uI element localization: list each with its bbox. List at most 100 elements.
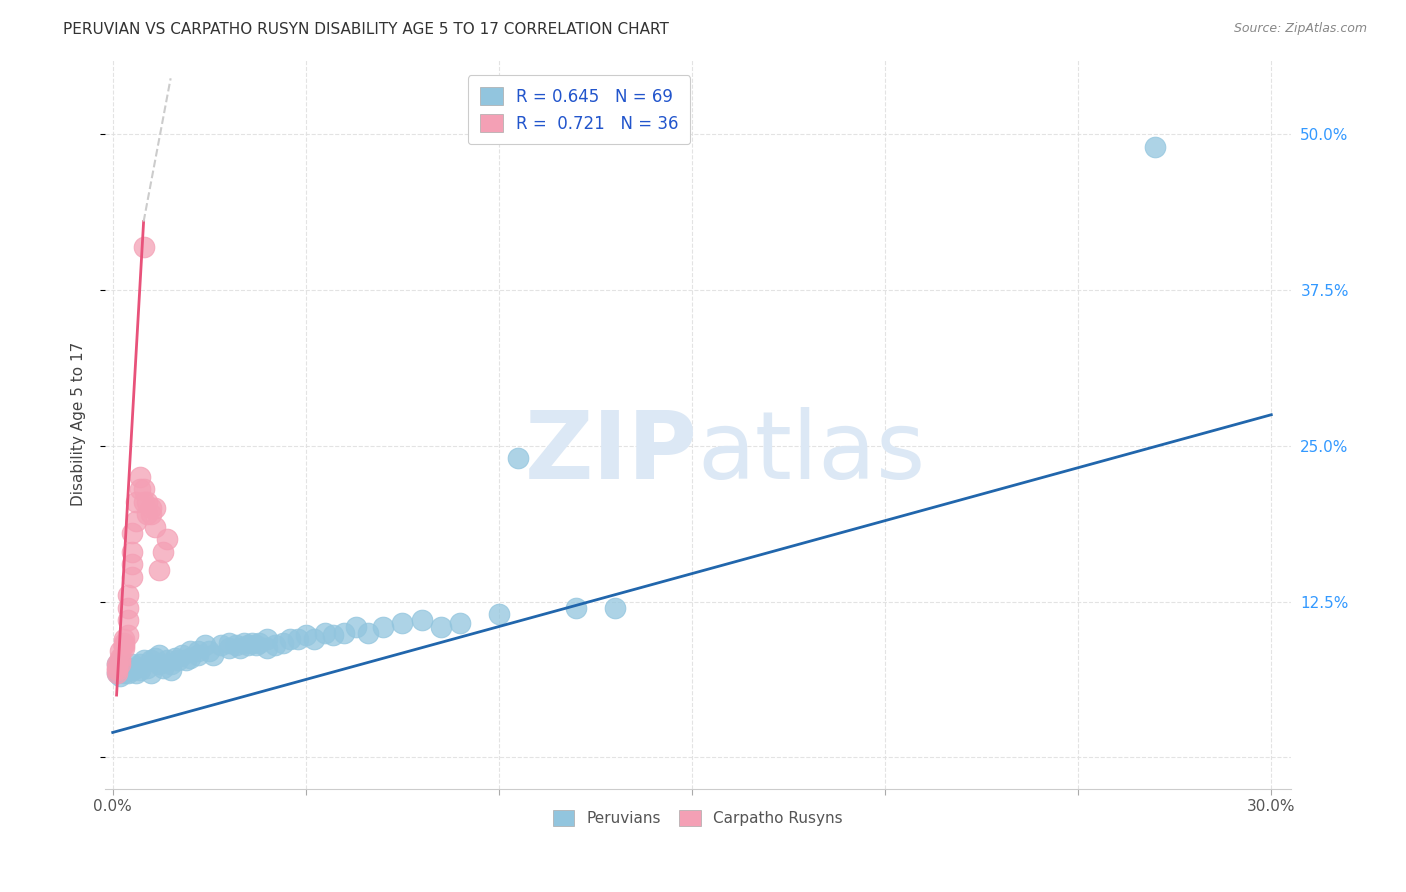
Point — [225, 638, 247, 652]
Point — [132, 495, 155, 509]
Point — [391, 615, 413, 630]
Point — [209, 638, 232, 652]
Point — [110, 660, 132, 674]
Point — [112, 638, 135, 652]
Point — [105, 665, 128, 680]
Point — [110, 653, 132, 667]
Point — [264, 638, 287, 652]
Point — [105, 657, 128, 671]
Point — [148, 648, 170, 663]
Point — [128, 483, 150, 497]
Point — [121, 545, 143, 559]
Point — [287, 632, 309, 646]
Point — [202, 648, 225, 663]
Point — [152, 545, 174, 559]
Point — [179, 644, 201, 658]
Point — [112, 640, 135, 655]
Point — [117, 588, 139, 602]
Point — [314, 625, 336, 640]
Point — [322, 628, 344, 642]
Point — [105, 665, 128, 680]
Point — [233, 636, 256, 650]
Point — [198, 644, 221, 658]
Point — [141, 653, 163, 667]
Point — [121, 570, 143, 584]
Point — [371, 619, 394, 633]
Point — [121, 526, 143, 541]
Point — [488, 607, 510, 621]
Point — [344, 619, 367, 633]
Point — [143, 520, 166, 534]
Y-axis label: Disability Age 5 to 17: Disability Age 5 to 17 — [72, 342, 86, 506]
Point — [112, 632, 135, 646]
Point — [302, 632, 325, 646]
Point — [148, 657, 170, 671]
Point — [187, 644, 209, 658]
Point — [128, 663, 150, 677]
Point — [117, 665, 139, 680]
Point — [136, 508, 159, 522]
Point — [163, 650, 186, 665]
Point — [356, 625, 378, 640]
Text: atlas: atlas — [697, 408, 927, 500]
Point — [156, 653, 179, 667]
Point — [132, 653, 155, 667]
Point — [218, 640, 240, 655]
Point — [245, 638, 267, 652]
Point — [112, 636, 135, 650]
Point — [256, 640, 278, 655]
Point — [271, 636, 294, 650]
Point — [256, 632, 278, 646]
Point — [218, 636, 240, 650]
Point — [110, 669, 132, 683]
Point — [128, 470, 150, 484]
Point — [125, 514, 148, 528]
Point — [449, 615, 471, 630]
Point — [121, 663, 143, 677]
Text: ZIP: ZIP — [524, 408, 697, 500]
Text: Source: ZipAtlas.com: Source: ZipAtlas.com — [1233, 22, 1367, 36]
Point — [156, 533, 179, 547]
Point — [110, 650, 132, 665]
Point — [172, 648, 194, 663]
Point — [121, 558, 143, 572]
Point — [121, 657, 143, 671]
Point — [159, 663, 181, 677]
Point — [1144, 140, 1167, 154]
Point — [105, 663, 128, 677]
Point — [143, 650, 166, 665]
Point — [132, 483, 155, 497]
Point — [110, 644, 132, 658]
Point — [240, 636, 263, 650]
Point — [187, 648, 209, 663]
Point — [128, 657, 150, 671]
Point — [117, 660, 139, 674]
Point — [174, 653, 197, 667]
Point — [148, 564, 170, 578]
Point — [112, 665, 135, 680]
Point — [179, 650, 201, 665]
Point — [105, 657, 128, 671]
Point — [280, 632, 302, 646]
Point — [141, 501, 163, 516]
Point — [167, 653, 190, 667]
Point — [112, 663, 135, 677]
Point — [117, 613, 139, 627]
Legend: Peruvians, Carpatho Rusyns: Peruvians, Carpatho Rusyns — [544, 801, 852, 836]
Point — [236, 638, 259, 652]
Point — [508, 451, 530, 466]
Point — [565, 600, 588, 615]
Point — [125, 660, 148, 674]
Point — [249, 636, 271, 650]
Point — [141, 508, 163, 522]
Point — [125, 665, 148, 680]
Point — [136, 495, 159, 509]
Point — [333, 625, 356, 640]
Point — [117, 628, 139, 642]
Point — [194, 638, 217, 652]
Point — [411, 613, 433, 627]
Point — [159, 657, 181, 671]
Point — [136, 660, 159, 674]
Point — [105, 660, 128, 674]
Point — [117, 600, 139, 615]
